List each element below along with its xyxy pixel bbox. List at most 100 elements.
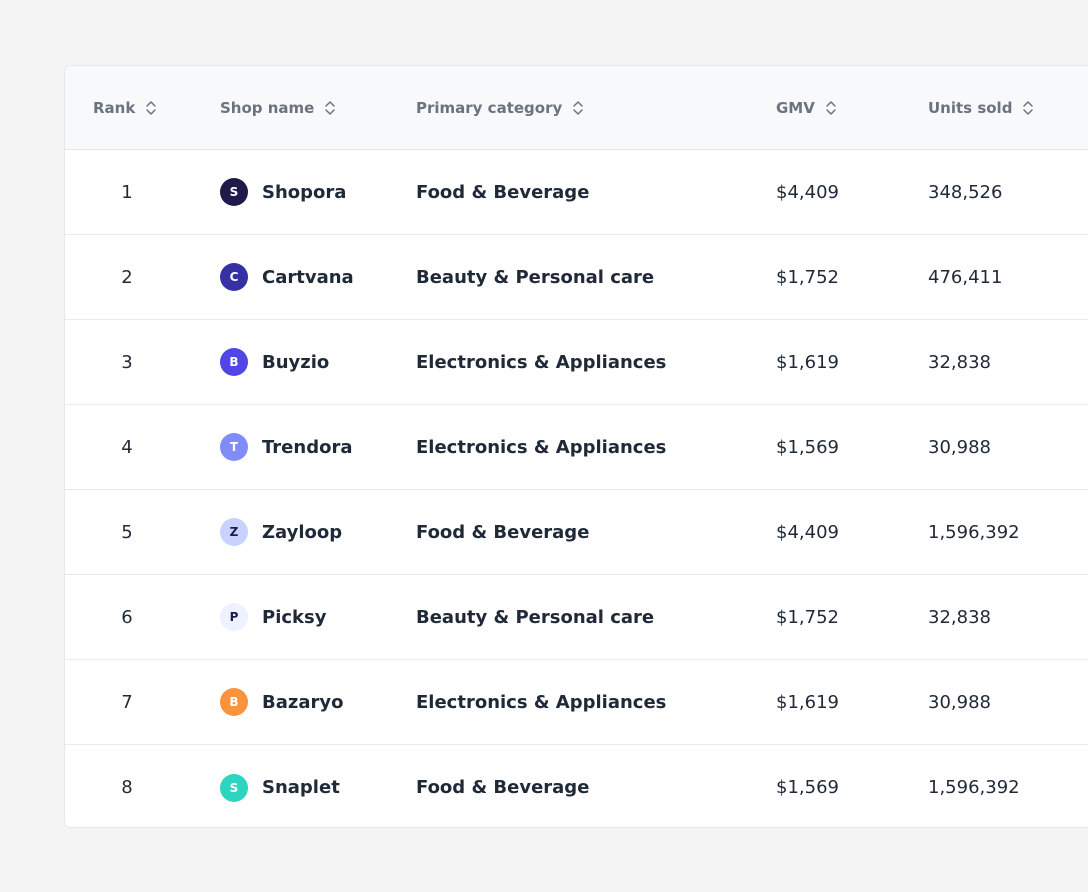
shop-name-cell: S Shopora	[220, 150, 346, 234]
units-sold-cell: 476,411	[928, 235, 1002, 319]
gmv-value: $1,619	[776, 351, 839, 373]
rank-value: 6	[121, 606, 133, 628]
units-sold-cell: 1,596,392	[928, 745, 1020, 827]
rank-cell: 2	[117, 235, 137, 319]
table-row[interactable]: 3 B Buyzio Electronics & Appliances $1,6…	[65, 320, 1088, 405]
gmv-cell: $4,409	[776, 150, 839, 234]
units-sold-value: 1,596,392	[928, 521, 1020, 543]
table-row[interactable]: 1 S Shopora Food & Beverage $4,409 348,5…	[65, 150, 1088, 235]
units-sold-cell: 348,526	[928, 150, 1002, 234]
rank-value: 4	[121, 436, 133, 458]
column-header-rank[interactable]: Rank	[93, 66, 157, 149]
units-sold-value: 32,838	[928, 606, 991, 628]
shop-name[interactable]: Cartvana	[262, 266, 354, 288]
rank-cell: 7	[117, 660, 137, 744]
column-header-primary-category[interactable]: Primary category	[416, 66, 584, 149]
column-header-label: Units sold	[928, 98, 1013, 117]
column-header-label: Rank	[93, 98, 136, 117]
category-value: Food & Beverage	[416, 521, 590, 543]
shop-name[interactable]: Snaplet	[262, 777, 340, 798]
gmv-value: $4,409	[776, 521, 839, 543]
rank-value: 5	[121, 521, 133, 543]
shop-avatar: P	[220, 603, 248, 631]
category-cell: Food & Beverage	[416, 745, 589, 827]
table-row[interactable]: 2 C Cartvana Beauty & Personal care $1,7…	[65, 235, 1088, 320]
shop-avatar: B	[220, 688, 248, 716]
shop-avatar: B	[220, 348, 248, 376]
shop-name-cell: C Cartvana	[220, 235, 354, 319]
rank-value: 2	[121, 266, 133, 288]
gmv-value: $1,569	[776, 777, 839, 798]
rank-cell: 5	[117, 490, 137, 574]
shop-name-cell: S Snaplet	[220, 745, 340, 827]
column-header-label: GMV	[776, 98, 815, 117]
table-row[interactable]: 7 B Bazaryo Electronics & Appliances $1,…	[65, 660, 1088, 745]
units-sold-cell: 1,596,392	[928, 490, 1020, 574]
units-sold-value: 30,988	[928, 691, 991, 713]
gmv-cell: $1,569	[776, 405, 839, 489]
category-cell: Beauty & Personal care	[416, 575, 654, 659]
units-sold-value: 476,411	[928, 266, 1003, 288]
shop-name[interactable]: Buyzio	[262, 351, 330, 373]
category-cell: Electronics & Appliances	[416, 320, 666, 404]
avatar-initial: C	[229, 270, 239, 284]
shop-name-cell: P Picksy	[220, 575, 326, 659]
units-sold-value: 1,596,392	[928, 777, 1020, 798]
sort-icon[interactable]	[145, 100, 157, 116]
rank-value: 7	[121, 691, 133, 713]
rank-value: 3	[121, 351, 133, 373]
category-cell: Food & Beverage	[416, 150, 589, 234]
table-row[interactable]: 6 P Picksy Beauty & Personal care $1,752…	[65, 575, 1088, 660]
shop-name[interactable]: Shopora	[262, 181, 347, 203]
rank-cell: 6	[117, 575, 137, 659]
table-row[interactable]: 4 T Trendora Electronics & Appliances $1…	[65, 405, 1088, 490]
rank-cell: 1	[117, 150, 137, 234]
gmv-cell: $1,569	[776, 745, 839, 827]
gmv-cell: $1,619	[776, 320, 839, 404]
category-value: Electronics & Appliances	[416, 351, 667, 373]
gmv-cell: $1,752	[776, 235, 839, 319]
gmv-cell: $1,752	[776, 575, 839, 659]
avatar-initial: T	[229, 440, 239, 454]
shops-table: Rank Shop name Primary category GMV Unit…	[64, 65, 1088, 828]
gmv-cell: $4,409	[776, 490, 839, 574]
category-cell: Food & Beverage	[416, 490, 589, 574]
rank-cell: 4	[117, 405, 137, 489]
table-row[interactable]: 5 Z Zayloop Food & Beverage $4,409 1,596…	[65, 490, 1088, 575]
avatar-initial: Z	[229, 525, 239, 539]
sort-icon[interactable]	[1022, 100, 1034, 116]
shop-name[interactable]: Zayloop	[262, 521, 343, 543]
sort-icon[interactable]	[825, 100, 837, 116]
category-value: Electronics & Appliances	[416, 691, 667, 713]
rank-cell: 8	[117, 745, 137, 827]
gmv-cell: $1,619	[776, 660, 839, 744]
table-header: Rank Shop name Primary category GMV Unit…	[65, 66, 1088, 150]
sort-icon[interactable]	[572, 100, 584, 116]
gmv-value: $4,409	[776, 181, 839, 203]
avatar-initial: S	[229, 185, 239, 199]
column-header-units-sold[interactable]: Units sold	[928, 66, 1034, 149]
shop-name[interactable]: Trendora	[262, 436, 353, 458]
units-sold-cell: 30,988	[928, 660, 991, 744]
column-header-gmv[interactable]: GMV	[776, 66, 837, 149]
shop-avatar: S	[220, 178, 248, 206]
sort-icon[interactable]	[324, 100, 336, 116]
avatar-initial: P	[229, 610, 239, 624]
table-row[interactable]: 8 S Snaplet Food & Beverage $1,569 1,596…	[65, 745, 1088, 827]
category-cell: Electronics & Appliances	[416, 660, 666, 744]
shop-name[interactable]: Picksy	[262, 606, 327, 628]
shop-name-cell: Z Zayloop	[220, 490, 342, 574]
shop-name[interactable]: Bazaryo	[262, 691, 344, 713]
rank-cell: 3	[117, 320, 137, 404]
avatar-initial: B	[229, 695, 239, 709]
column-header-label: Shop name	[220, 98, 315, 117]
shop-avatar: T	[220, 433, 248, 461]
category-value: Beauty & Personal care	[416, 266, 655, 288]
column-header-shop-name[interactable]: Shop name	[220, 66, 336, 149]
category-value: Food & Beverage	[416, 181, 590, 203]
gmv-value: $1,569	[776, 436, 839, 458]
shop-name-cell: B Buyzio	[220, 320, 329, 404]
table-body: 1 S Shopora Food & Beverage $4,409 348,5…	[65, 150, 1088, 827]
units-sold-cell: 32,838	[928, 575, 991, 659]
rank-value: 8	[121, 777, 133, 798]
